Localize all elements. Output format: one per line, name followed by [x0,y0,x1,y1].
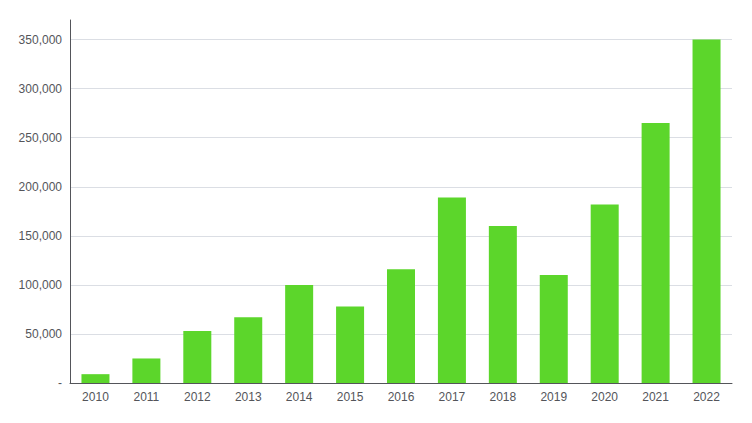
svg-text:100,000: 100,000 [19,278,63,292]
svg-text:2013: 2013 [235,390,262,404]
svg-text:2020: 2020 [591,390,618,404]
svg-text:150,000: 150,000 [19,229,63,243]
svg-text:2014: 2014 [286,390,313,404]
svg-text:2019: 2019 [540,390,567,404]
svg-text:2015: 2015 [337,390,364,404]
svg-text:-: - [58,376,62,390]
svg-text:2010: 2010 [82,390,109,404]
svg-text:350,000: 350,000 [19,33,63,47]
svg-text:200,000: 200,000 [19,180,63,194]
svg-text:300,000: 300,000 [19,82,63,96]
svg-text:2011: 2011 [133,390,159,404]
svg-text:2016: 2016 [388,390,415,404]
svg-text:2017: 2017 [439,390,466,404]
svg-text:50,000: 50,000 [25,327,62,341]
svg-text:2012: 2012 [184,390,211,404]
svg-text:2022: 2022 [693,390,720,404]
svg-text:2021: 2021 [642,390,669,404]
svg-text:250,000: 250,000 [19,131,63,145]
svg-text:2018: 2018 [489,390,516,404]
